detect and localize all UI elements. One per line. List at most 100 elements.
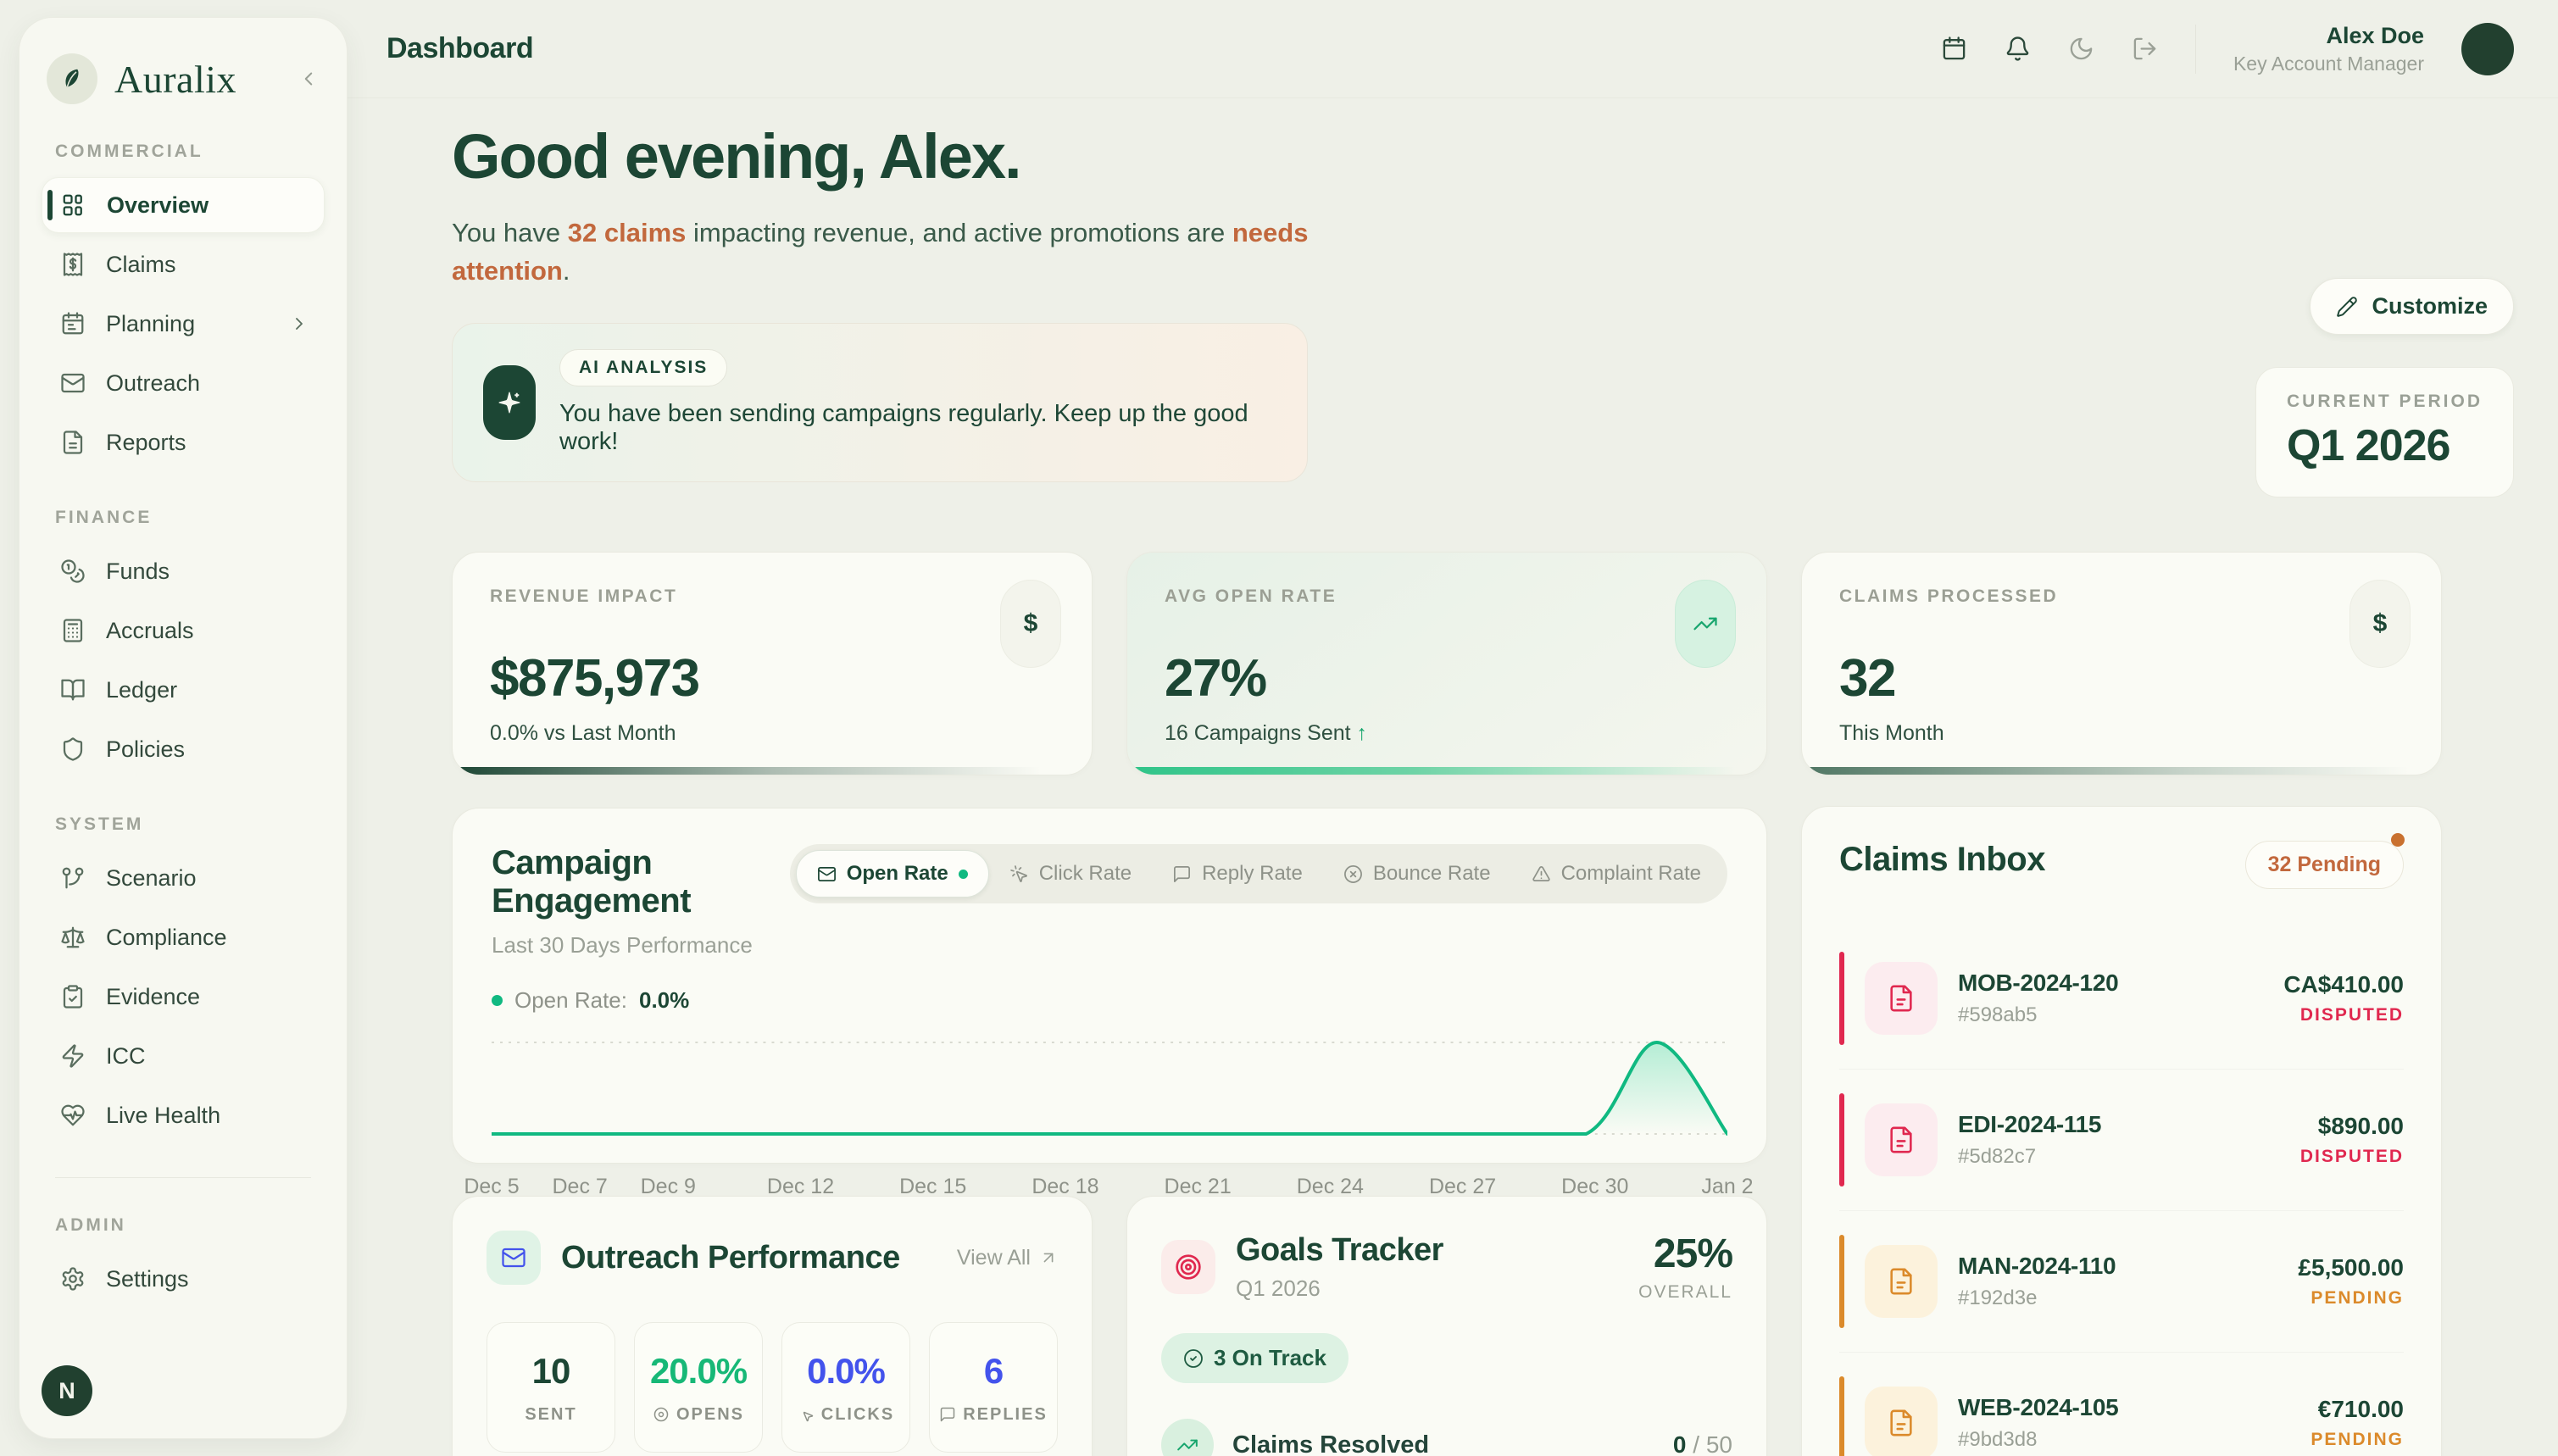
claim-row[interactable]: EDI-2024-115 #5d82c7 $890.00 DISPUTED [1839,1070,2404,1211]
sidebar-item-compliance[interactable]: Compliance [42,909,325,965]
claim-row[interactable]: MAN-2024-110 #192d3e £5,500.00 PENDING [1839,1211,2404,1353]
stat-label: REPLIES [939,1405,1048,1425]
stat-card-revenue-impact[interactable]: REVENUE IMPACT $ $875,973 0.0% vs Last M… [452,552,1093,775]
claim-right: CA$410.00 DISPUTED [2283,971,2404,1025]
claim-row[interactable]: MOB-2024-120 #598ab5 CA$410.00 DISPUTED [1839,928,2404,1070]
arrow-up-icon: ↑ [1356,721,1368,745]
user-avatar[interactable] [2461,22,2514,75]
stat-value: 10 [531,1350,571,1391]
calendar-button[interactable] [1941,36,1967,62]
claim-amount: $890.00 [2317,1113,2404,1139]
stat-card-avg-open-rate[interactable]: AVG OPEN RATE 27% 16 Campaigns Sent ↑ [1126,552,1767,775]
tab-reply-rate[interactable]: Reply Rate [1152,851,1323,897]
sidebar-item-claims[interactable]: Claims [42,236,325,292]
sidebar-item-settings[interactable]: Settings [42,1251,325,1307]
sidebar-item-label: Ledger [106,676,178,703]
message-square-icon [940,1407,955,1422]
stats-row: REVENUE IMPACT $ $875,973 0.0% vs Last M… [452,552,1767,775]
claim-amount: €710.00 [2317,1396,2404,1422]
sidebar-item-label: Accruals [106,617,194,643]
view-all-label: View All [956,1245,1031,1270]
campaign-engagement-card: Campaign Engagement Last 30 Days Perform… [452,808,1767,1198]
cursor-click-icon [1009,864,1027,882]
overall-percent: 25% [1653,1231,1733,1276]
stat-value: 27% [1165,649,1267,708]
sidebar-item-funds[interactable]: Funds [42,543,325,599]
chart-tick-label: Dec 9 [640,1175,696,1198]
claim-ref: #192d3e [1958,1287,2038,1309]
sidebar-collapse-button[interactable] [298,68,320,90]
sidebar-item-label: Planning [106,310,196,336]
notifications-button[interactable] [2005,36,2031,62]
sidebar-item-outreach[interactable]: Outreach [42,355,325,411]
sidebar-item-label: Reports [106,429,186,455]
greeting-message-middle: impacting revenue, and active promotions… [686,218,1232,247]
logout-button[interactable] [2132,36,2158,62]
tab-click-rate[interactable]: Click Rate [989,851,1152,897]
current-period-value: Q1 2026 [2286,421,2451,470]
dashboard-content: Good evening, Alex. You have 32 claims i… [348,98,2558,1456]
active-dot [958,869,968,879]
sparkles-icon [498,392,520,414]
sidebar-item-label: Overview [107,192,209,218]
stat-subtext: 16 Campaigns Sent ↑ [1165,721,1367,746]
sidebar-avatar[interactable]: N [42,1365,92,1416]
greeting-claims-highlight: 32 claims [567,218,687,247]
grid-left: REVENUE IMPACT $ $875,973 0.0% vs Last M… [452,552,1767,1456]
main-area: Dashboard Alex Doe Key Account Manager [348,0,2558,1456]
sidebar-item-scenario[interactable]: Scenario [42,850,325,906]
sidebar-item-planning[interactable]: Planning [42,296,325,352]
circle-x-icon [1343,864,1362,883]
stat-card-claims-processed[interactable]: CLAIMS PROCESSED $ 32 This Month [1801,552,2442,775]
sidebar-item-overview[interactable]: Overview [42,177,325,233]
engagement-subtitle: Last 30 Days Performance [492,932,753,958]
receipt-icon [63,253,83,276]
sidebar-item-label: Live Health [106,1102,221,1128]
dark-mode-toggle[interactable] [2068,36,2094,62]
sidebar-item-policies[interactable]: Policies [42,721,325,777]
outreach-view-all-link[interactable]: View All [957,1246,1058,1270]
claim-status: PENDING [2311,1288,2404,1308]
claim-right: $890.00 DISPUTED [2300,1113,2404,1167]
claim-row[interactable]: WEB-2024-105 #9bd3d8 €710.00 PENDING [1839,1353,2404,1456]
sidebar-item-icc[interactable]: ICC [42,1028,325,1084]
arrow-up-right-icon [1043,1253,1054,1263]
leaf-icon [65,69,79,87]
goal-target: 50 [1687,1431,1733,1456]
cursor-click-icon [803,1411,813,1422]
claim-main: MAN-2024-110 #192d3e [1958,1253,2277,1310]
tab-label: Reply Rate [1202,862,1303,885]
chevron-right-icon [289,314,309,334]
brand-logo [47,53,97,104]
sidebar-item-label: Claims [106,251,176,277]
current-period-card: CURRENT PERIOD Q1 2026 [2255,367,2514,497]
mail-icon [502,1248,526,1268]
claim-main: MOB-2024-120 #598ab5 [1958,970,2263,1027]
user-name: Alex Doe [2326,22,2424,48]
claim-amount: CA$410.00 [2283,971,2404,998]
sidebar-item-reports[interactable]: Reports [42,414,325,470]
current-period-label: CURRENT PERIOD [2286,392,2483,411]
claim-ref: #9bd3d8 [1958,1428,2038,1451]
tab-bounce-rate[interactable]: Bounce Rate [1323,851,1511,897]
sidebar-item-label: Scenario [106,864,197,891]
sidebar-divider [55,1177,311,1178]
notification-dot [2391,833,2405,847]
topbar-divider [2194,24,2196,74]
circle-dot-icon [653,1407,669,1422]
customize-button[interactable]: Customize [2310,278,2514,335]
dashboard-grid: REVENUE IMPACT $ $875,973 0.0% vs Last M… [452,552,2514,1456]
file-text-icon [63,431,83,454]
claim-status-bar [1839,1376,1844,1456]
sidebar-item-ledger[interactable]: Ledger [42,662,325,718]
tab-open-rate[interactable]: Open Rate [795,850,989,897]
chart-tick-label: Dec 30 [1561,1175,1629,1198]
sidebar-item-accruals[interactable]: Accruals [42,603,325,659]
tab-complaint-rate[interactable]: Complaint Rate [1511,851,1721,897]
legend-label: Open Rate: [514,987,627,1013]
sidebar-item-evidence[interactable]: Evidence [42,969,325,1025]
sidebar-item-live-health[interactable]: Live Health [42,1087,325,1143]
tab-label: Click Rate [1038,862,1132,885]
top-bar: Dashboard Alex Doe Key Account Manager [348,0,2558,98]
